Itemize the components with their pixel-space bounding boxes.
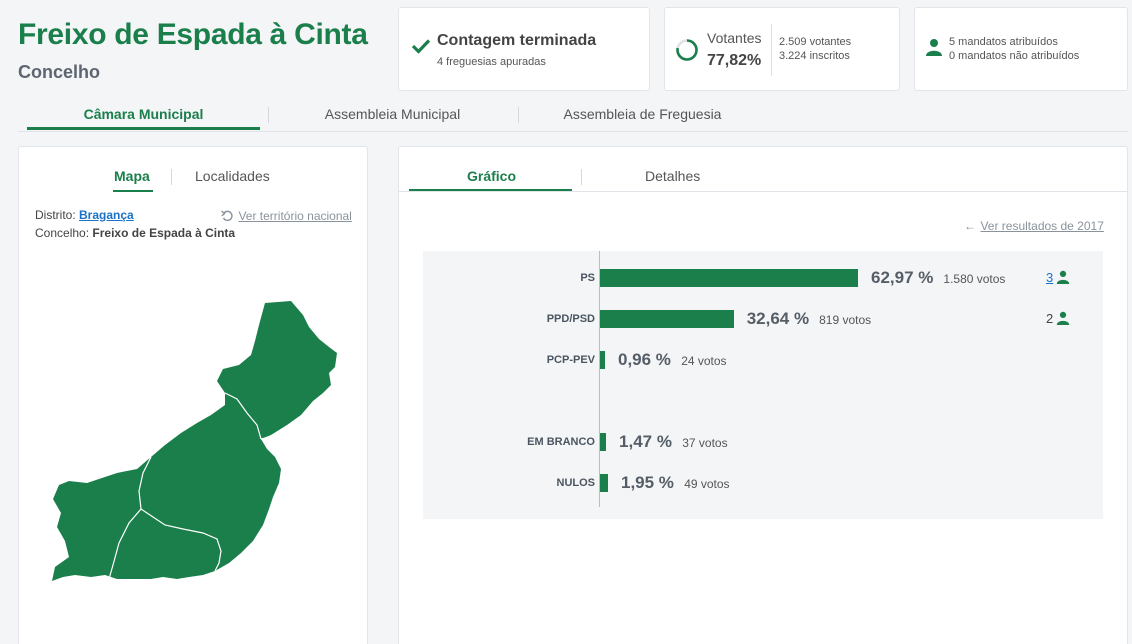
previous-results[interactable]: ← Ver resultados de 2017	[964, 217, 1104, 235]
chart-bar	[600, 474, 608, 492]
chart-value-label: 0,96 %	[618, 350, 671, 369]
results-chart: PS 62,97 % 1.580 votos 3 PPD/PSD 32,64 % 819 v…	[423, 251, 1103, 519]
district-label: Distrito:	[35, 208, 76, 222]
chart-bar	[600, 433, 607, 451]
chart-category-label: NULOS	[556, 477, 596, 489]
chart-votes-label: 24 votos	[681, 354, 727, 368]
turnout-ring-icon	[676, 39, 698, 61]
mandates-count: 2	[1046, 311, 1054, 326]
mandates-count[interactable]: 3	[1046, 270, 1054, 285]
tab-separator	[518, 107, 519, 123]
page-subtitle: Concelho	[18, 62, 101, 82]
map-panel: Mapa Localidades Distrito: Bragança Ver …	[18, 146, 368, 644]
chart-value-label: 1,47 %	[619, 432, 672, 451]
chart-mandates: 2	[1046, 311, 1070, 326]
mandates-card: 5 mandatos atribuídos 0 mandatos não atr…	[914, 7, 1128, 91]
district-link[interactable]: Bragança	[79, 208, 134, 222]
map-region	[52, 301, 337, 581]
voters-label: Votantes	[707, 30, 762, 46]
results-panel: Gráfico Detalhes ← Ver resultados de 201…	[398, 146, 1128, 644]
count-status-title: Contagem terminada	[437, 32, 597, 49]
chart-category-label: EM BRANCO	[527, 436, 595, 448]
voters-card: Votantes 77,82% 2.509 votantes 3.224 ins…	[664, 7, 900, 91]
voters-card-divider	[771, 24, 772, 76]
arrow-left-icon: ←	[964, 219, 976, 233]
chart-category-label: PPD/PSD	[546, 313, 595, 325]
chart-value-label: 62,97 %	[871, 268, 934, 287]
tab-grafico[interactable]: Gráfico	[467, 168, 517, 184]
county-map[interactable]	[47, 297, 347, 597]
registered-count: 3.224 inscritos	[779, 50, 850, 62]
chart-votes-label: 1.580 votos	[943, 272, 1006, 286]
map-region-border	[224, 392, 280, 440]
chart-axis	[599, 251, 600, 507]
tab-localidades[interactable]: Localidades	[195, 168, 270, 184]
chart-bar	[600, 351, 605, 369]
chart-category-label: PCP-PEV	[546, 354, 595, 366]
chart-value-label: 32,64 %	[746, 309, 810, 328]
reset-territory[interactable]: Ver território nacional	[221, 207, 352, 225]
check-icon	[411, 39, 431, 54]
count-status-subtitle: 4 freguesias apuradas	[437, 56, 546, 68]
map-region-border	[140, 508, 222, 572]
subtab-separator	[171, 169, 172, 185]
tab-mapa[interactable]: Mapa	[114, 168, 150, 184]
chart-votes-label: 37 votos	[682, 436, 728, 450]
tab-detalhes[interactable]: Detalhes	[645, 168, 701, 184]
undo-icon	[221, 210, 233, 221]
chart-bar	[600, 310, 734, 328]
mandates-unassigned: 0 mandatos não atribuídos	[949, 50, 1080, 62]
reset-territory-link[interactable]: Ver território nacional	[238, 209, 352, 223]
chart-bar	[600, 269, 858, 287]
chart-votes-label: 49 votos	[684, 477, 730, 491]
chart-category-label: PS	[580, 272, 595, 284]
election-tabs: Câmara Municipal Assembleia Municipal As…	[18, 100, 1128, 132]
county-value: Freixo de Espada à Cinta	[92, 226, 236, 240]
tab-separator	[268, 107, 269, 123]
chart-value-label: 1,95 %	[620, 473, 674, 492]
page-title: Freixo de Espada à Cinta	[18, 18, 368, 51]
user-icon	[1057, 270, 1070, 284]
mandates-assigned: 5 mandatos atribuídos	[949, 36, 1058, 48]
tab-assembleia-municipal[interactable]: Assembleia Municipal	[324, 106, 461, 122]
active-tab-indicator	[27, 127, 260, 130]
chart-mandates[interactable]: 3	[1046, 270, 1070, 285]
previous-results-link[interactable]: Ver resultados de 2017	[980, 219, 1104, 233]
subtab-separator	[581, 169, 582, 185]
turnout-percent: 77,82%	[707, 52, 762, 69]
tab-camara-municipal[interactable]: Câmara Municipal	[83, 106, 204, 122]
user-icon	[926, 39, 942, 56]
subtab-underline	[399, 191, 1127, 192]
active-subtab-indicator	[409, 189, 572, 192]
user-icon	[1057, 311, 1070, 325]
active-subtab-indicator	[113, 190, 153, 192]
map-region-border	[108, 456, 152, 580]
chart-votes-label: 819 votos	[819, 313, 872, 327]
count-status-card: Contagem terminada 4 freguesias apuradas	[398, 7, 650, 91]
voters-count: 2.509 votantes	[779, 36, 852, 48]
county-label: Concelho:	[35, 226, 90, 240]
tab-assembleia-freguesia[interactable]: Assembleia de Freguesia	[563, 106, 722, 122]
